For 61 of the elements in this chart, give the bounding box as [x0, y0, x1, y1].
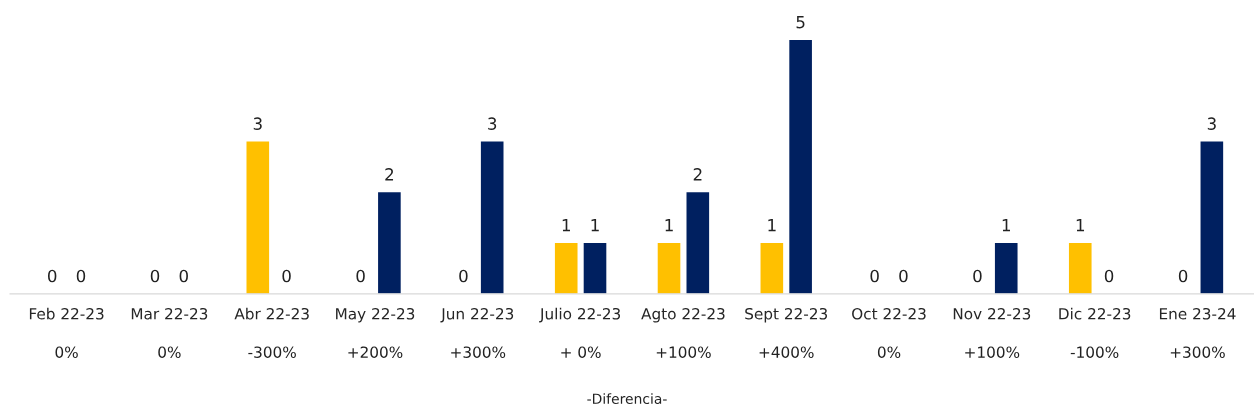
text: +100%: [656, 346, 711, 358]
bar: [480, 141, 504, 294]
text: +300%: [451, 346, 506, 358]
text: -300%: [248, 346, 296, 358]
bar: [760, 243, 784, 294]
text: -Diferencia-: [587, 393, 667, 405]
bar: [583, 243, 607, 294]
x-tick-label: Jun 22-23: [440, 307, 514, 323]
data-label: 0: [1104, 269, 1114, 283]
data-label: 0: [899, 269, 908, 283]
data-label: 1: [1076, 219, 1085, 232]
data-label: 0: [179, 269, 188, 283]
data-label: 0: [1178, 269, 1188, 283]
text: 0%: [877, 346, 901, 358]
data-label: 0: [973, 269, 982, 283]
text: +200%: [348, 346, 403, 358]
bar: [657, 243, 681, 294]
data-label: 1: [665, 219, 673, 232]
text: + 0%: [561, 346, 601, 358]
x-tick-label: Abr 22-23: [234, 307, 309, 320]
data-label: 1: [768, 219, 776, 232]
x-tick-label: Feb 22-23: [29, 307, 104, 320]
x-tick-label: Agto 22-23: [641, 307, 725, 323]
text: 0%: [158, 346, 181, 358]
x-tick-label: Julio 22-23: [539, 307, 621, 323]
x-tick-label: Ene 23-24: [1159, 307, 1236, 320]
text: +400%: [759, 346, 814, 358]
text: 0%: [55, 346, 78, 358]
bar: [686, 192, 710, 294]
data-label: 0: [76, 269, 86, 283]
data-label: 0: [47, 269, 57, 283]
bar: [378, 192, 401, 294]
data-label: 1: [562, 219, 570, 232]
x-tick-label: Oct 22-23: [852, 307, 926, 320]
data-label: 2: [385, 168, 394, 181]
bar: [789, 40, 812, 294]
text: -100%: [1070, 346, 1119, 358]
data-label: 0: [870, 269, 879, 283]
data-label: 3: [488, 117, 497, 130]
data-label: 1: [591, 219, 599, 232]
data-label: 0: [150, 269, 160, 283]
data-label: 2: [693, 168, 702, 181]
bar: [1068, 243, 1092, 294]
data-label: 3: [1207, 117, 1216, 130]
data-label: 5: [796, 16, 805, 29]
x-tick-label: Mar 22-23: [131, 307, 208, 320]
data-label: 1: [1002, 219, 1010, 232]
bar: [554, 243, 578, 294]
data-label: 0: [459, 269, 468, 283]
x-tick-label: Sept 22-23: [745, 307, 828, 323]
text: +300%: [1170, 346, 1225, 358]
bar: [246, 141, 270, 294]
x-tick-label: Nov 22-23: [953, 307, 1031, 320]
data-label: 0: [356, 269, 365, 283]
data-label: 0: [282, 269, 291, 283]
text: +100%: [965, 346, 1020, 358]
bar: [994, 243, 1018, 294]
x-tick-label: Dic 22-23: [1059, 307, 1131, 320]
data-label: 3: [253, 117, 262, 130]
bar: [1200, 141, 1224, 294]
x-tick-label: May 22-23: [336, 307, 415, 323]
